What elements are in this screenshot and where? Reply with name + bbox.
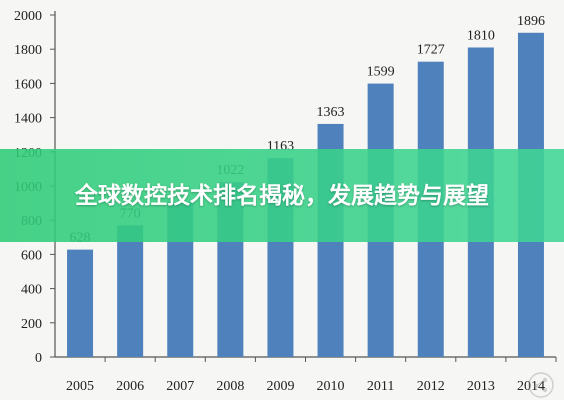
x-tick-label: 2008 <box>216 379 244 394</box>
x-tick-label: 2011 <box>367 379 394 394</box>
x-tick-label: 2014 <box>517 379 545 394</box>
bar <box>67 249 94 357</box>
banner-title: 全球数控技术排名揭秘，发展趋势与展望 <box>75 182 489 209</box>
bar-data-label: 1896 <box>517 14 545 29</box>
x-tick-label: 2010 <box>317 379 345 394</box>
x-tick-label: 2005 <box>66 379 94 394</box>
y-tick-label: 2000 <box>14 9 42 24</box>
y-tick-label: 0 <box>35 351 42 366</box>
x-tick-label: 2013 <box>467 379 495 394</box>
title-banner: 全球数控技术排名揭秘，发展趋势与展望 <box>0 149 564 242</box>
bar <box>117 225 144 357</box>
y-tick-label: 600 <box>21 248 42 263</box>
bar-data-label: 1810 <box>467 28 495 43</box>
y-tick-label: 1600 <box>14 77 42 92</box>
y-tick-label: 400 <box>21 283 42 298</box>
x-tick-label: 2012 <box>417 379 445 394</box>
y-tick-label: 1400 <box>14 112 42 127</box>
x-tick-label: 2007 <box>166 379 194 394</box>
share-watermark-icon <box>528 372 554 398</box>
y-tick-label: 1800 <box>14 43 42 58</box>
bar-data-label: 1727 <box>417 43 445 58</box>
bar-data-label: 1363 <box>317 105 345 120</box>
bar-data-label: 1599 <box>367 65 395 80</box>
y-tick-label: 200 <box>21 317 42 332</box>
x-tick-label: 2006 <box>116 379 144 394</box>
x-tick-label: 2009 <box>266 379 294 394</box>
